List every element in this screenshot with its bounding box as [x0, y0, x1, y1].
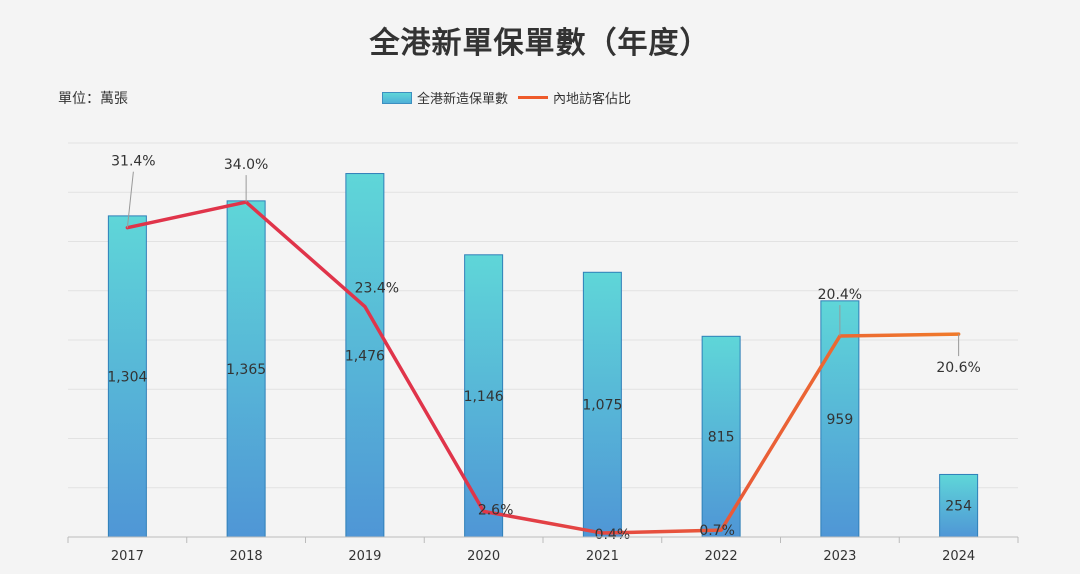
bar-2024: [939, 473, 979, 538]
legend: 全港新造保單數 內地訪客佔比: [382, 88, 631, 107]
x-tick-label: 2024: [942, 549, 975, 564]
line-value-label: 23.4%: [355, 281, 399, 297]
line-value-label: 20.6%: [936, 360, 980, 376]
legend-bar-swatch: [382, 91, 412, 104]
line-value-label: 31.4%: [111, 154, 155, 170]
gridlines: [68, 142, 1018, 489]
legend-bar-label: 全港新造保單數: [417, 92, 509, 107]
legend-item-bar: 全港新造保單數: [382, 88, 508, 107]
bar-2018: [226, 200, 266, 538]
bar-value-label: 1,146: [464, 389, 504, 405]
line-value-label: 20.4%: [818, 287, 862, 303]
x-tick-label: 2022: [705, 549, 738, 564]
legend-item-line: 內地訪客佔比: [518, 88, 631, 107]
x-tick-label: 2018: [230, 549, 263, 564]
x-tick-label: 2017: [111, 549, 144, 564]
bar-value-label: 959: [827, 412, 854, 428]
bar-2017: [107, 215, 147, 538]
x-tick-label: 2020: [467, 549, 500, 564]
bar-series: [107, 173, 979, 538]
bar-2023: [820, 300, 860, 538]
bar-value-label: 1,476: [345, 348, 385, 364]
legend-line-label: 內地訪客佔比: [553, 92, 632, 107]
line-series: [125, 200, 961, 535]
label-leader: [126, 171, 134, 228]
x-axis: 2017 2018 2019 2020 2021 2022 2023 2024: [67, 536, 1019, 564]
line-value-label: 0.7%: [699, 523, 735, 539]
bar-value-label: 815: [708, 430, 735, 446]
chart-title: 全港新單保單數（年度）: [369, 26, 711, 61]
bar-value-label: 1,075: [582, 398, 622, 414]
x-tick-label: 2023: [823, 549, 856, 564]
bar-value-label: 1,365: [226, 362, 266, 378]
x-tick-label: 2021: [586, 549, 619, 564]
legend-line-swatch: [518, 96, 549, 99]
line-value-label: 2.6%: [478, 502, 514, 518]
x-tick-label: 2019: [348, 549, 381, 564]
bar-value-label: 1,304: [107, 369, 147, 385]
line-value-label: 34.0%: [224, 157, 268, 173]
data-labels: 1,304 1,365 1,476 1,146 1,075 815 959 254 31.4% 3…: [107, 154, 981, 543]
line-path: [125, 200, 961, 535]
line-value-label: 0.4%: [595, 527, 631, 543]
unit-label: 單位：萬張: [58, 91, 128, 107]
bar-2019: [345, 173, 385, 538]
bar-2022: [701, 335, 741, 538]
bar-value-label: 254: [945, 499, 972, 515]
